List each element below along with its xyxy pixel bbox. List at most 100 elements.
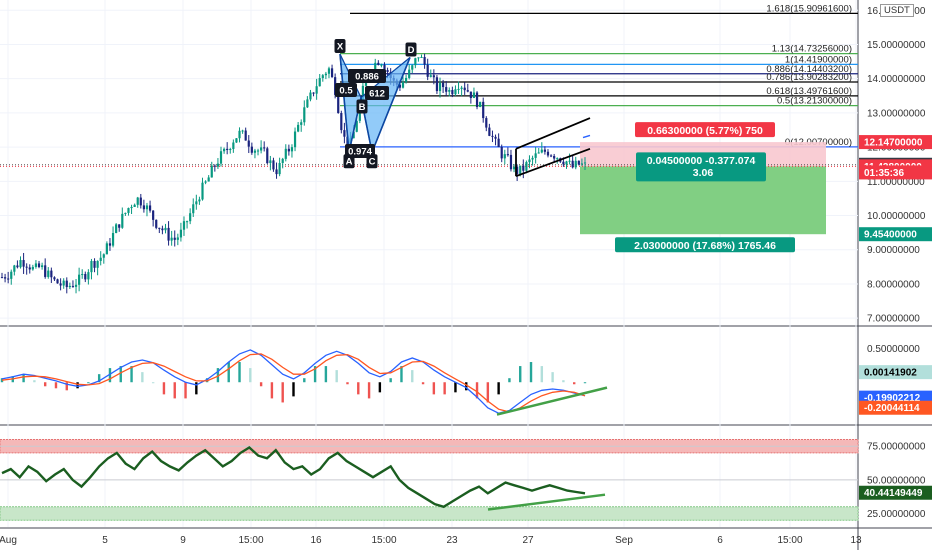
rsi-tick-1: 50.00000000 (867, 475, 926, 486)
macd-histogram-bar (216, 368, 220, 383)
time-tick-6: 23 (446, 535, 458, 546)
candle-body (195, 201, 198, 205)
candle-body (284, 148, 287, 159)
rsi-badge-0-bg (859, 485, 932, 500)
macd-histogram-bar (583, 382, 587, 384)
macd-histogram-bar (33, 380, 36, 383)
candle-body (324, 73, 327, 76)
macd-line (1, 349, 586, 414)
candle-body (102, 254, 105, 258)
candle-body (185, 221, 189, 223)
macd-indicator (0, 349, 608, 416)
candle-body (121, 213, 124, 228)
candle-body (0, 277, 4, 279)
candle-body (90, 260, 93, 273)
candle-body (540, 149, 543, 153)
time-tick-7: 27 (522, 535, 534, 546)
time-tick-4: 16 (310, 535, 322, 546)
candle-body (361, 85, 365, 103)
candle-body (568, 160, 571, 162)
price-tick-8: 8.00000000 (867, 279, 920, 290)
candle-body (201, 182, 204, 200)
macd-histogram-bar (443, 382, 446, 395)
macd-histogram-bar (519, 366, 522, 383)
candle-body (432, 75, 435, 78)
macd-histogram-bar (486, 382, 490, 403)
candle-body (583, 162, 587, 164)
candle-body (167, 227, 170, 241)
macd-histogram-bar (313, 366, 317, 383)
candle-body (516, 166, 519, 175)
channel-drawing[interactable] (515, 117, 591, 178)
candle-body (266, 148, 269, 164)
candle-body (506, 154, 509, 156)
macd-histogram-bar (270, 382, 274, 399)
candle-body (562, 161, 565, 165)
candle-body (219, 151, 223, 164)
macd-histogram-bar (324, 366, 328, 383)
candle-body (293, 131, 297, 148)
harmonic-point-C: C (369, 157, 376, 168)
candle-body (164, 227, 167, 231)
candle-body (565, 161, 568, 165)
macd-histogram-bar (357, 382, 360, 395)
macd-histogram-bar (497, 382, 500, 395)
candle-body (99, 257, 102, 261)
candle-body (74, 284, 78, 287)
candle-body (238, 130, 241, 139)
macd-badge-2-bg (859, 400, 932, 415)
macd-trendline (496, 386, 608, 416)
harmonic-ratio-2: 612 (369, 89, 385, 100)
candle-body (189, 213, 192, 222)
macd-histogram-bar (227, 362, 230, 383)
candle-body (306, 99, 309, 108)
macd-histogram-bar (184, 382, 187, 399)
candle-body (204, 181, 207, 183)
candle-body (229, 149, 232, 151)
entry-box (636, 152, 766, 182)
harmonic-xb-diagonal (339, 53, 362, 98)
candle-body (491, 135, 494, 137)
macd-signal-line (1, 353, 586, 413)
candle-body (250, 146, 253, 153)
candle-body (93, 260, 96, 268)
rsi-badge-0: 40.44149449 (864, 488, 923, 499)
harmonic-ratio-0-bg (348, 69, 386, 83)
harmonic-ratio-3-bg (345, 144, 375, 158)
macd-histogram-bar (54, 382, 58, 389)
candle-body (81, 274, 84, 276)
fib-label-0.618: 0.618(13.49761600) (766, 86, 852, 97)
candle-body (500, 147, 503, 159)
macd-histogram-bar (421, 382, 425, 385)
macd-histogram-bar (43, 382, 47, 387)
candle-body (10, 271, 13, 279)
time-axis[interactable]: Aug 5 9 15:00 16 15:00 23 27 Sep 6 15:00 13 (0, 535, 862, 546)
candle-body (232, 142, 235, 150)
candle-body (546, 151, 550, 156)
candle-body (275, 169, 278, 175)
macd-badge-1: -0.19902212 (864, 393, 921, 404)
currency-label[interactable]: USDT (880, 4, 914, 17)
candle-body (182, 221, 186, 230)
harmonic-point-D: D (408, 45, 415, 56)
candle-body (62, 280, 65, 286)
candle-body (340, 113, 343, 131)
macd-histogram-bar (65, 382, 68, 391)
candle-body (108, 243, 112, 246)
macd-histogram-bar (238, 362, 241, 383)
macd-histogram-bar (475, 382, 479, 399)
candle-body (272, 160, 275, 170)
candle-body (161, 228, 164, 231)
macd-histogram-bar (195, 382, 198, 395)
candle-body (337, 94, 340, 114)
macd-histogram-bar (540, 366, 544, 383)
macd-histogram-bar (292, 382, 295, 397)
candle-body (374, 62, 377, 73)
candle-body (241, 130, 244, 132)
candle-body (256, 150, 260, 152)
candle-body (525, 162, 528, 171)
candle-body (426, 64, 429, 77)
